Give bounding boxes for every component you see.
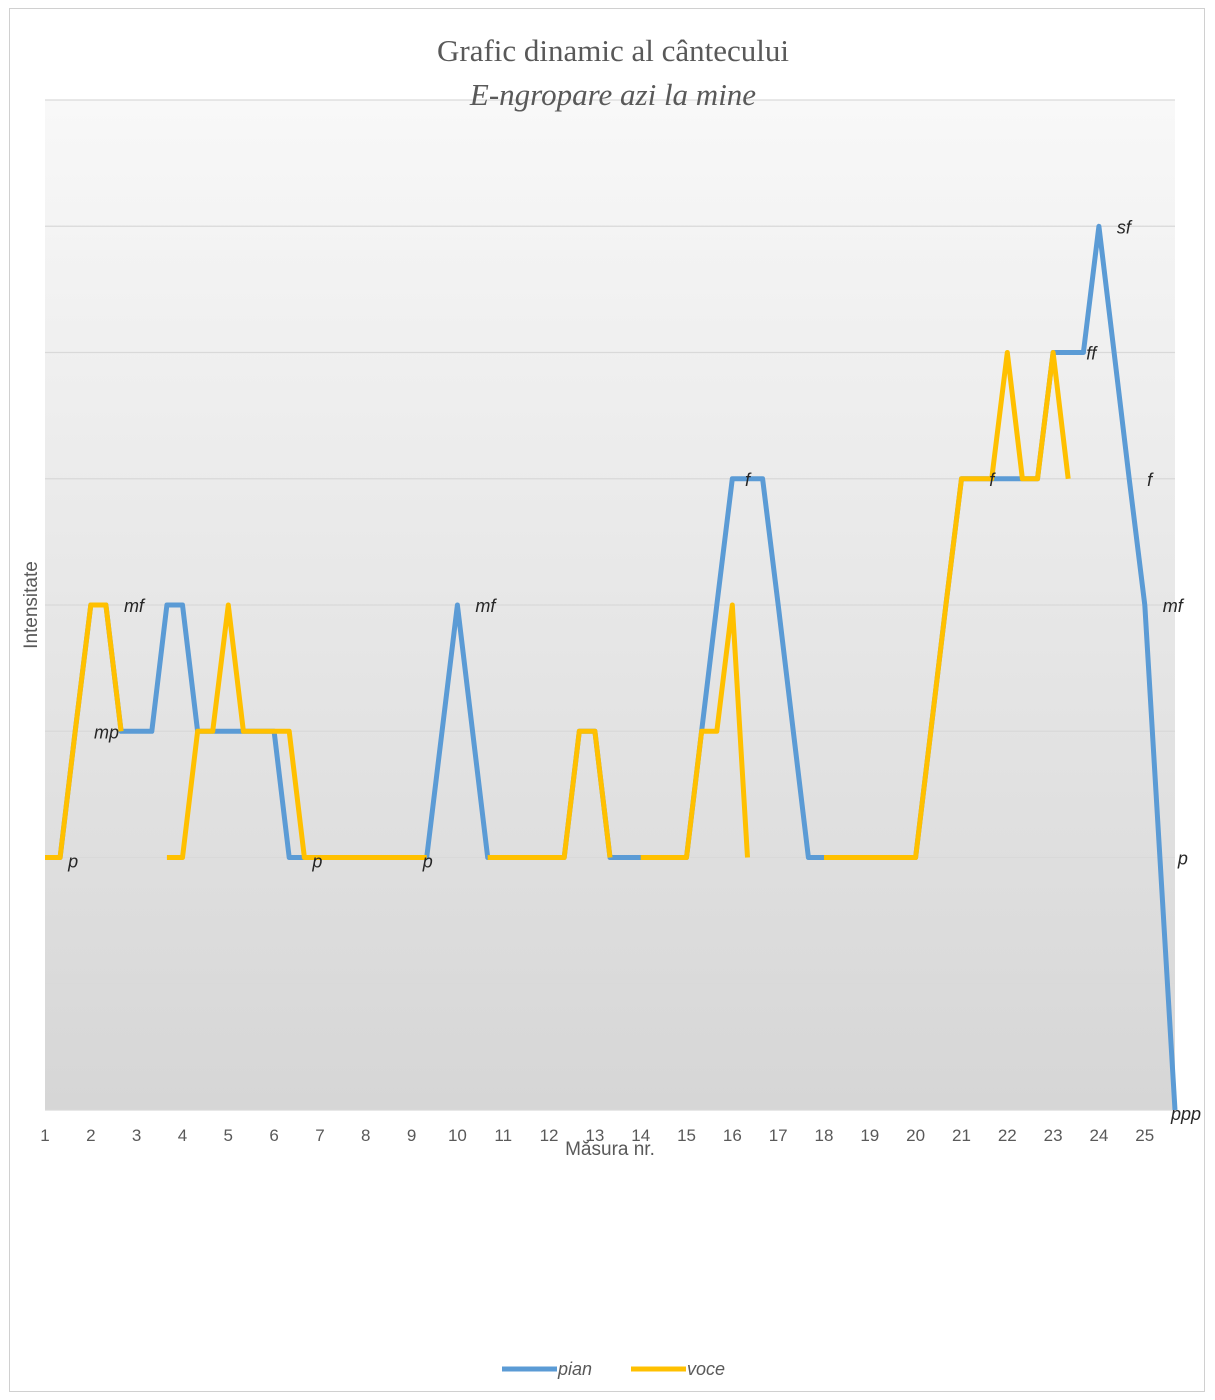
dynamic-marking: mf	[475, 596, 497, 616]
x-tick-label: 17	[769, 1126, 788, 1145]
x-tick-label: 14	[631, 1126, 650, 1145]
x-tick-label: 20	[906, 1126, 925, 1145]
series-line-voce	[640, 602, 750, 860]
y-axis-title: Intensitate	[21, 561, 42, 649]
x-tick-label: 9	[407, 1126, 416, 1145]
x-tick-label: 8	[361, 1126, 370, 1145]
x-tick-label: 15	[677, 1126, 696, 1145]
series-layer	[45, 223, 1178, 1111]
x-tick-label: 1	[40, 1126, 49, 1145]
x-tick-label: 6	[269, 1126, 278, 1145]
dynamic-marking: mf	[124, 596, 146, 616]
legend-label-pian: pian	[557, 1359, 592, 1379]
x-tick-label: 12	[540, 1126, 559, 1145]
series-line-voce	[45, 602, 124, 860]
dynamic-marking: mp	[94, 722, 119, 742]
dynamic-marking: p	[67, 852, 78, 872]
dynamic-marking: mf	[1163, 596, 1185, 616]
dynamic-marking: ppp	[1170, 1104, 1201, 1124]
x-tick-label: 4	[178, 1126, 187, 1145]
x-tick-label: 25	[1135, 1126, 1154, 1145]
legend-label-voce: voce	[687, 1359, 725, 1379]
dynamic-marking: f	[989, 470, 996, 490]
dynamic-marking: ff	[1086, 344, 1098, 364]
dynamic-marking: p	[311, 852, 322, 872]
x-tick-label: 10	[448, 1126, 467, 1145]
x-tick-label: 21	[952, 1126, 971, 1145]
series-line-voce	[487, 728, 613, 860]
legend: pian voce	[502, 1359, 725, 1379]
series-line-voce	[824, 350, 1071, 860]
dynamic-marking: p	[1177, 849, 1188, 869]
x-tick-label: 24	[1089, 1126, 1108, 1145]
chart-title: Grafic dinamic al cântecului	[437, 33, 789, 68]
x-tick-label: 11	[494, 1126, 512, 1145]
x-tick-label: 19	[860, 1126, 879, 1145]
x-tick-label: 5	[224, 1126, 233, 1145]
series-line-voce	[166, 602, 427, 860]
x-tick-label: 3	[132, 1126, 141, 1145]
x-tick-label: 16	[723, 1126, 742, 1145]
chart-subtitle: E-ngropare azi la mine	[469, 77, 756, 112]
x-axis-ticks: 1 2 3 4 5 6 7 8 9 10 11 12 13 14 15 16 17 18 19 20 21 22 23 24 2…	[40, 1126, 1154, 1145]
x-axis-title: Măsura nr.	[565, 1139, 655, 1160]
dynamic-marking: f	[1147, 470, 1154, 490]
x-tick-label: 13	[585, 1126, 604, 1145]
x-tick-label: 18	[815, 1126, 834, 1145]
x-tick-label: 2	[86, 1126, 95, 1145]
x-tick-label: 7	[315, 1126, 324, 1145]
dynamic-marking: f	[745, 470, 752, 490]
x-tick-label: 23	[1044, 1126, 1063, 1145]
dynamic-marking: sf	[1117, 217, 1133, 237]
dynamic-marking: p	[422, 852, 433, 872]
x-tick-label: 22	[998, 1126, 1017, 1145]
